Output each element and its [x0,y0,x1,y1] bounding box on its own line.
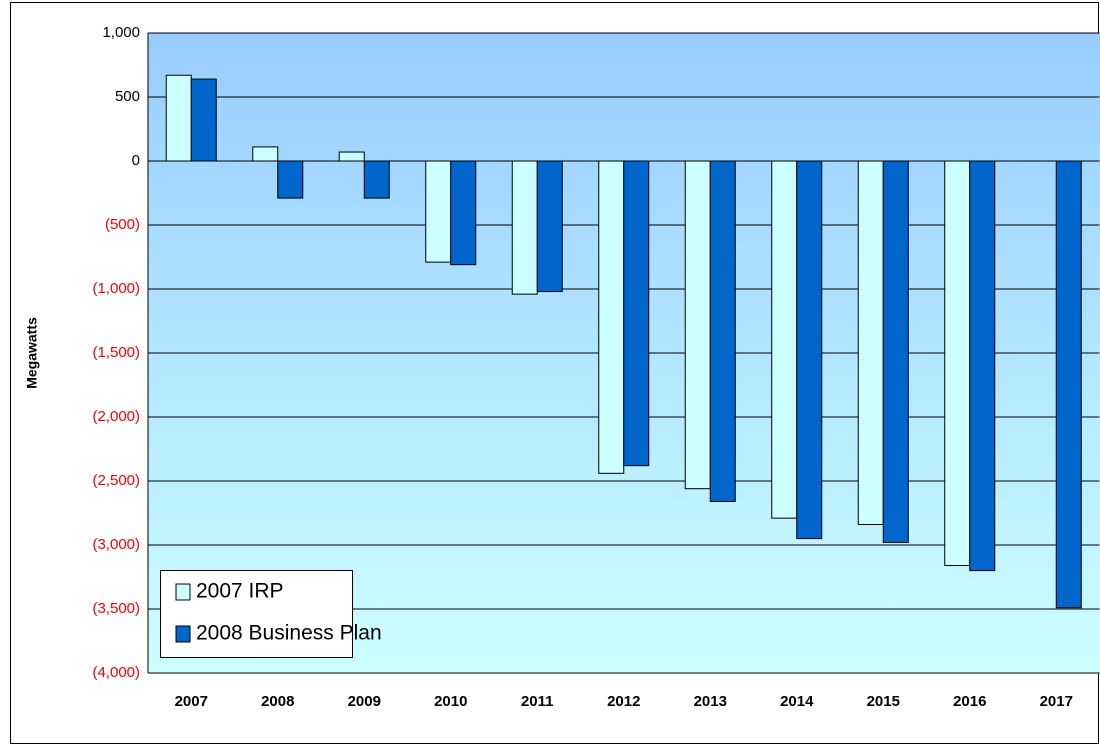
y-tick-label: (1,500) [92,344,140,361]
bar [882,160,909,543]
bar [511,160,538,295]
y-axis-label: Megawatts [24,317,40,389]
bar [857,160,884,526]
bar [623,160,650,467]
y-tick-label: (2,500) [92,472,140,489]
legend-label: 2007 IRP [196,580,284,603]
bar [969,160,996,572]
legend-label: 2008 Business Plan [196,622,382,645]
x-tick-label: 2014 [780,693,814,710]
bar [190,78,217,162]
x-tick-label: 2007 [175,693,208,710]
bar [536,160,563,293]
x-tick-label: 2009 [348,693,381,710]
y-tick-label: (4,000) [92,664,140,681]
legend-swatch [175,583,191,601]
x-tick-label: 2008 [261,693,294,710]
y-tick-label: (1,000) [92,280,140,297]
bar [425,160,452,263]
x-tick-label: 2013 [694,693,727,710]
legend-swatch [175,625,191,643]
bar [165,74,192,162]
bar [598,160,625,474]
bar [450,160,477,266]
x-tick-label: 2017 [1040,693,1073,710]
bar [252,146,279,162]
bar [277,160,304,199]
bar [796,160,823,540]
bar [944,160,971,566]
bar [684,160,711,490]
y-tick-label: (500) [105,216,140,233]
y-tick-label: 1,000 [102,24,140,41]
bar [338,151,365,162]
legend-box [160,570,353,658]
y-tick-label: 500 [115,88,140,105]
y-tick-label: (3,500) [92,600,140,617]
x-tick-label: 2015 [867,693,900,710]
y-tick-label: (3,000) [92,536,140,553]
x-tick-label: 2011 [521,693,554,710]
y-tick-label: 0 [132,152,140,169]
bar [363,160,390,199]
bar [1055,160,1082,609]
bar [709,160,736,502]
legend: 2007 IRP 2008 Business Plan [160,570,382,658]
bar [771,160,798,519]
y-tick-label: (2,000) [92,408,140,425]
x-tick-label: 2016 [953,693,986,710]
x-tick-label: 2012 [607,693,640,710]
x-tick-label: 2010 [434,693,467,710]
